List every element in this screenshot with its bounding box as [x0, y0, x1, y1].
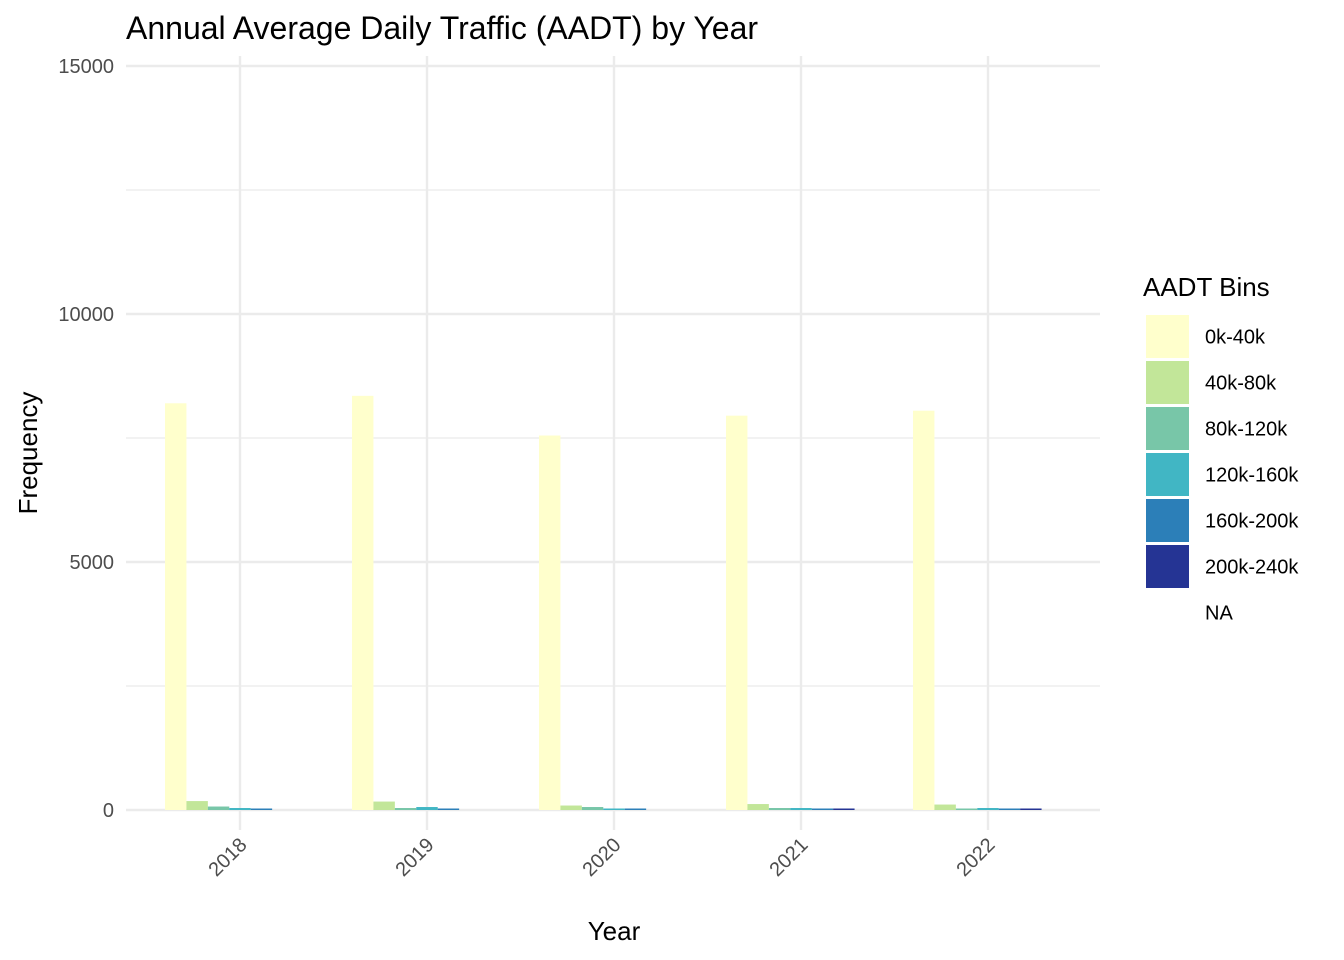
x-tick-label: 2020 — [579, 834, 626, 881]
y-axis-title: Frequency — [13, 392, 43, 515]
bar-2019-120k-160k — [416, 807, 438, 810]
x-axis-title: Year — [588, 916, 641, 946]
bar-2018-80k-120k — [207, 806, 230, 810]
legend-label: 80k-120k — [1205, 419, 1288, 441]
bar-2022-160k-200k — [998, 808, 1021, 810]
x-axis-tick-labels: 2018 2019 2020 2021 2022 — [205, 834, 1000, 881]
bar-2020-0k-40k — [539, 435, 561, 810]
y-tick-label: 0 — [103, 800, 114, 822]
bar-2018-40k-80k — [186, 801, 208, 810]
bar-2021-80k-120k — [768, 808, 791, 810]
bar-2020-40k-80k — [560, 805, 582, 810]
y-axis-tick-labels: 0 5000 10000 15000 — [58, 56, 114, 822]
bar-2022-40k-80k — [934, 804, 956, 810]
bar-2019-0k-40k — [352, 395, 374, 810]
legend-label: 120k-160k — [1205, 465, 1299, 487]
legend-label: 160k-200k — [1205, 511, 1299, 533]
bar-2022-80k-120k — [955, 808, 978, 810]
bar-2021-40k-80k — [747, 804, 769, 810]
bar-2021-0k-40k — [726, 415, 748, 810]
x-tick-label: 2019 — [392, 834, 439, 881]
y-tick-label: 15000 — [58, 56, 114, 78]
bar-2022-0k-40k — [913, 410, 935, 810]
bar-2020-160k-200k — [624, 808, 647, 810]
bar-2018-120k-160k — [229, 808, 251, 810]
bar-2018-0k-40k — [165, 403, 187, 810]
legend-label: 40k-80k — [1205, 373, 1277, 395]
major-gridlines — [126, 56, 1100, 830]
legend-label: 0k-40k — [1205, 327, 1266, 349]
bar-2022-200k-240k — [1020, 808, 1042, 810]
bar-2021-200k-240k — [833, 808, 855, 810]
bar-2019-40k-80k — [373, 801, 395, 810]
legend-key-0k-40k — [1146, 315, 1189, 358]
legend-key-NA — [1146, 591, 1189, 634]
y-tick-label: 10000 — [58, 304, 114, 326]
legend-key-160k-200k — [1146, 499, 1189, 542]
bar-2019-80k-120k — [394, 808, 417, 810]
bars-group — [165, 395, 1042, 810]
x-tick-label: 2018 — [205, 834, 252, 881]
bar-2021-120k-160k — [790, 808, 812, 810]
bar-2021-160k-200k — [811, 808, 834, 810]
x-tick-label: 2022 — [953, 834, 1000, 881]
bar-2020-120k-160k — [603, 808, 625, 810]
chart-title: Annual Average Daily Traffic (AADT) by Y… — [126, 10, 758, 46]
x-tick-label: 2021 — [766, 834, 813, 881]
legend-key-200k-240k — [1146, 545, 1189, 588]
legend-key-80k-120k — [1146, 407, 1189, 450]
bar-2019-160k-200k — [437, 808, 460, 810]
legend-label: NA — [1205, 603, 1233, 625]
bar-2022-120k-160k — [977, 808, 999, 810]
legend: 0k-40k 40k-80k 80k-120k 120k-160k 160k-200k 2… — [1146, 315, 1299, 634]
bar-2018-160k-200k — [250, 808, 273, 810]
bar-2020-80k-120k — [581, 807, 604, 810]
legend-key-40k-80k — [1146, 361, 1189, 404]
legend-label: 200k-240k — [1205, 557, 1299, 579]
legend-key-120k-160k — [1146, 453, 1189, 496]
y-tick-label: 5000 — [70, 552, 115, 574]
legend-title: AADT Bins — [1143, 272, 1270, 302]
